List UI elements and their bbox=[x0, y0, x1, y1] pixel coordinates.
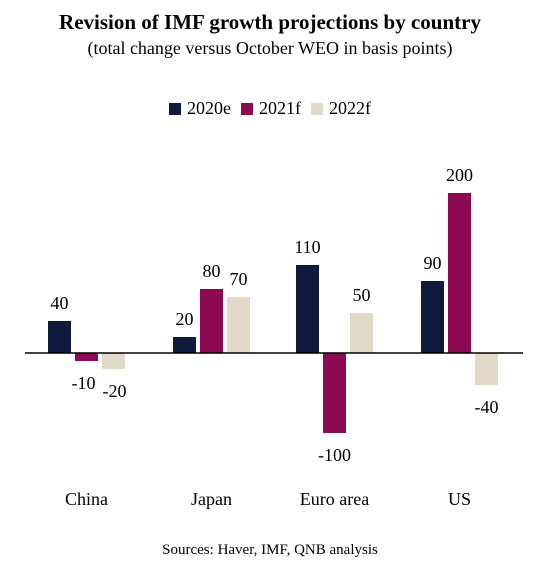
bar-china-2022f bbox=[102, 353, 125, 369]
bar-euro-area-2022f bbox=[350, 313, 373, 353]
legend-swatch-2020e bbox=[169, 102, 181, 115]
data-label-japan-2021f: 80 bbox=[203, 261, 221, 281]
data-label-us-2022f: -40 bbox=[475, 397, 499, 417]
legend-label-2020e: 2020e bbox=[187, 98, 231, 118]
bar-china-2021f bbox=[75, 353, 98, 361]
data-label-euro-area-2022f: 50 bbox=[353, 285, 371, 305]
legend-swatch-2022f bbox=[311, 102, 323, 115]
bar-japan-2020e bbox=[173, 337, 196, 353]
data-label-japan-2022f: 70 bbox=[230, 269, 248, 289]
bar-japan-2022f bbox=[227, 297, 250, 353]
data-label-us-2020e: 90 bbox=[424, 253, 442, 273]
bar-china-2020e bbox=[48, 321, 71, 353]
data-label-china-2020e: 40 bbox=[51, 293, 69, 313]
data-label-euro-area-2021f: -100 bbox=[318, 445, 351, 465]
category-label-japan: Japan bbox=[191, 489, 232, 509]
legend: 2020e 2021f 2022f bbox=[0, 98, 540, 119]
legend-label-2021f: 2021f bbox=[259, 98, 301, 118]
chart-source: Sources: Haver, IMF, QNB analysis bbox=[162, 542, 378, 558]
legend-item-2021f: 2021f bbox=[241, 98, 301, 119]
bar-us-2022f bbox=[475, 353, 498, 385]
chart-title: Revision of IMF growth projections by co… bbox=[59, 10, 481, 34]
category-label-china: China bbox=[65, 489, 108, 509]
bar-us-2021f bbox=[448, 193, 471, 353]
category-label-euro-area: Euro area bbox=[300, 489, 369, 509]
bar-us-2020e bbox=[421, 281, 444, 353]
bar-euro-area-2021f bbox=[323, 353, 346, 433]
legend-item-2020e: 2020e bbox=[169, 98, 231, 119]
data-label-china-2022f: -20 bbox=[103, 381, 127, 401]
bar-japan-2021f bbox=[200, 289, 223, 353]
data-label-us-2021f: 200 bbox=[446, 165, 473, 185]
bar-euro-area-2020e bbox=[296, 265, 319, 353]
legend-label-2022f: 2022f bbox=[329, 98, 371, 118]
category-label-us: US bbox=[448, 489, 471, 509]
data-label-japan-2020e: 20 bbox=[176, 309, 194, 329]
data-label-euro-area-2020e: 110 bbox=[294, 237, 320, 257]
chart-subtitle: (total change versus October WEO in basi… bbox=[87, 38, 453, 58]
legend-item-2022f: 2022f bbox=[311, 98, 371, 119]
legend-swatch-2021f bbox=[241, 102, 253, 115]
data-label-china-2021f: -10 bbox=[72, 373, 96, 393]
